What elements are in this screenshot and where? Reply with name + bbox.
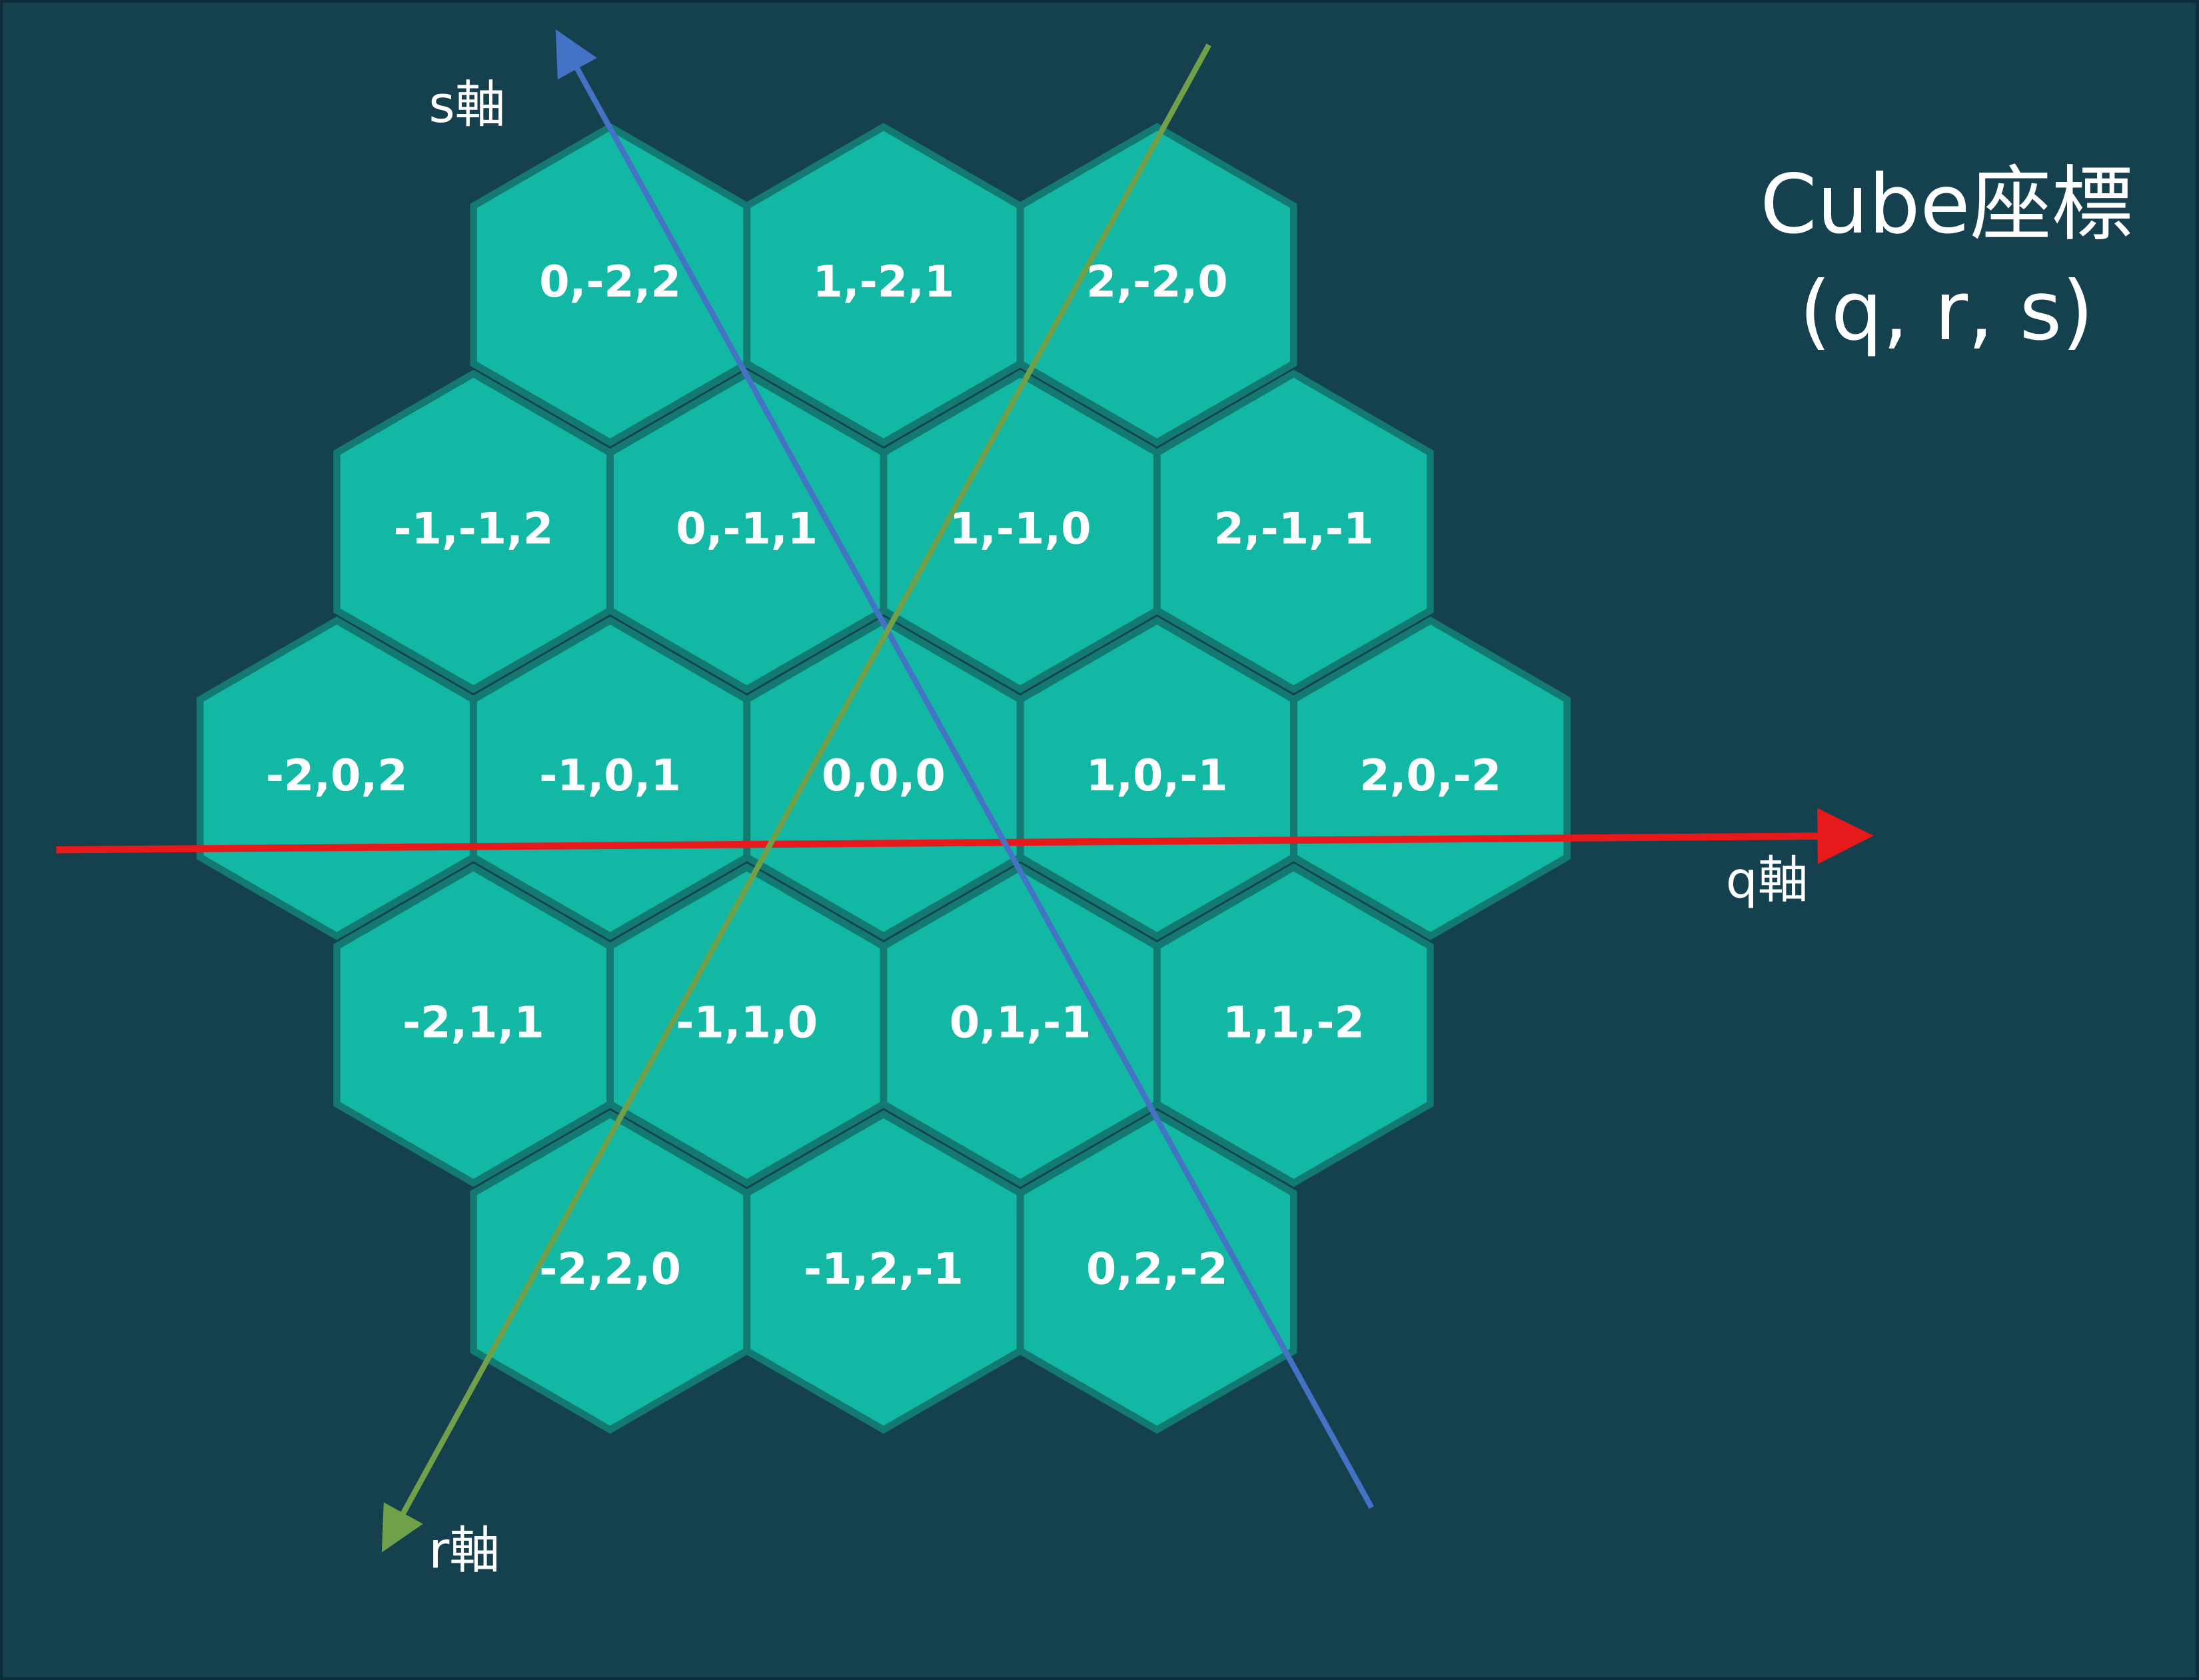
hex-label: 1,-1,0 [950, 504, 1092, 554]
hex-cell [1153, 863, 1434, 1188]
hex-label: 0,2,-2 [1086, 1244, 1228, 1295]
hex-cell [1017, 1110, 1297, 1434]
hex-label: 2,0,-2 [1359, 750, 1501, 801]
s-axis-label: s軸 [428, 75, 505, 134]
hex-label: 0,1,-1 [950, 997, 1092, 1048]
hex-cell [1017, 123, 1297, 446]
hex-label: 0,-1,1 [676, 504, 818, 554]
hex-label: -1,0,1 [539, 750, 681, 801]
hex-cell [1153, 369, 1434, 694]
hex-label: -2,1,1 [402, 997, 544, 1048]
hex-label: -1,1,0 [676, 997, 818, 1048]
hex-cell [1290, 616, 1571, 940]
hex-label: 0,-2,2 [539, 257, 681, 307]
hex-label: -2,2,0 [539, 1244, 681, 1295]
hex-label: 1,0,-1 [1086, 750, 1228, 801]
hex-label: 2,-1,-1 [1214, 504, 1374, 554]
q-axis [56, 808, 1874, 864]
hex-label: 1,-2,1 [813, 257, 955, 307]
r-axis [381, 43, 1211, 1553]
hex-label: 2,-2,0 [1086, 257, 1228, 307]
hex-grid: 0,-2,2 1,-2,1 2,-2,0 -1,-1,2 0,-1,1 1,-1,0 2,-… [197, 123, 1571, 1434]
hex-label: -1,-1,2 [393, 504, 553, 554]
hex-label: -1,2,-1 [804, 1244, 964, 1295]
hex-label: -2,0,2 [266, 750, 408, 801]
r-axis-label: r軸 [428, 1521, 500, 1580]
title-line2: (q, r, s) [1799, 264, 2094, 359]
hex-label: 0,0,0 [822, 750, 946, 801]
q-axis-label: q軸 [1726, 851, 1809, 910]
s-axis [555, 29, 1374, 1509]
title-line1: Cube座標 [1760, 157, 2132, 252]
hex-label: 1,1,-2 [1223, 997, 1365, 1048]
